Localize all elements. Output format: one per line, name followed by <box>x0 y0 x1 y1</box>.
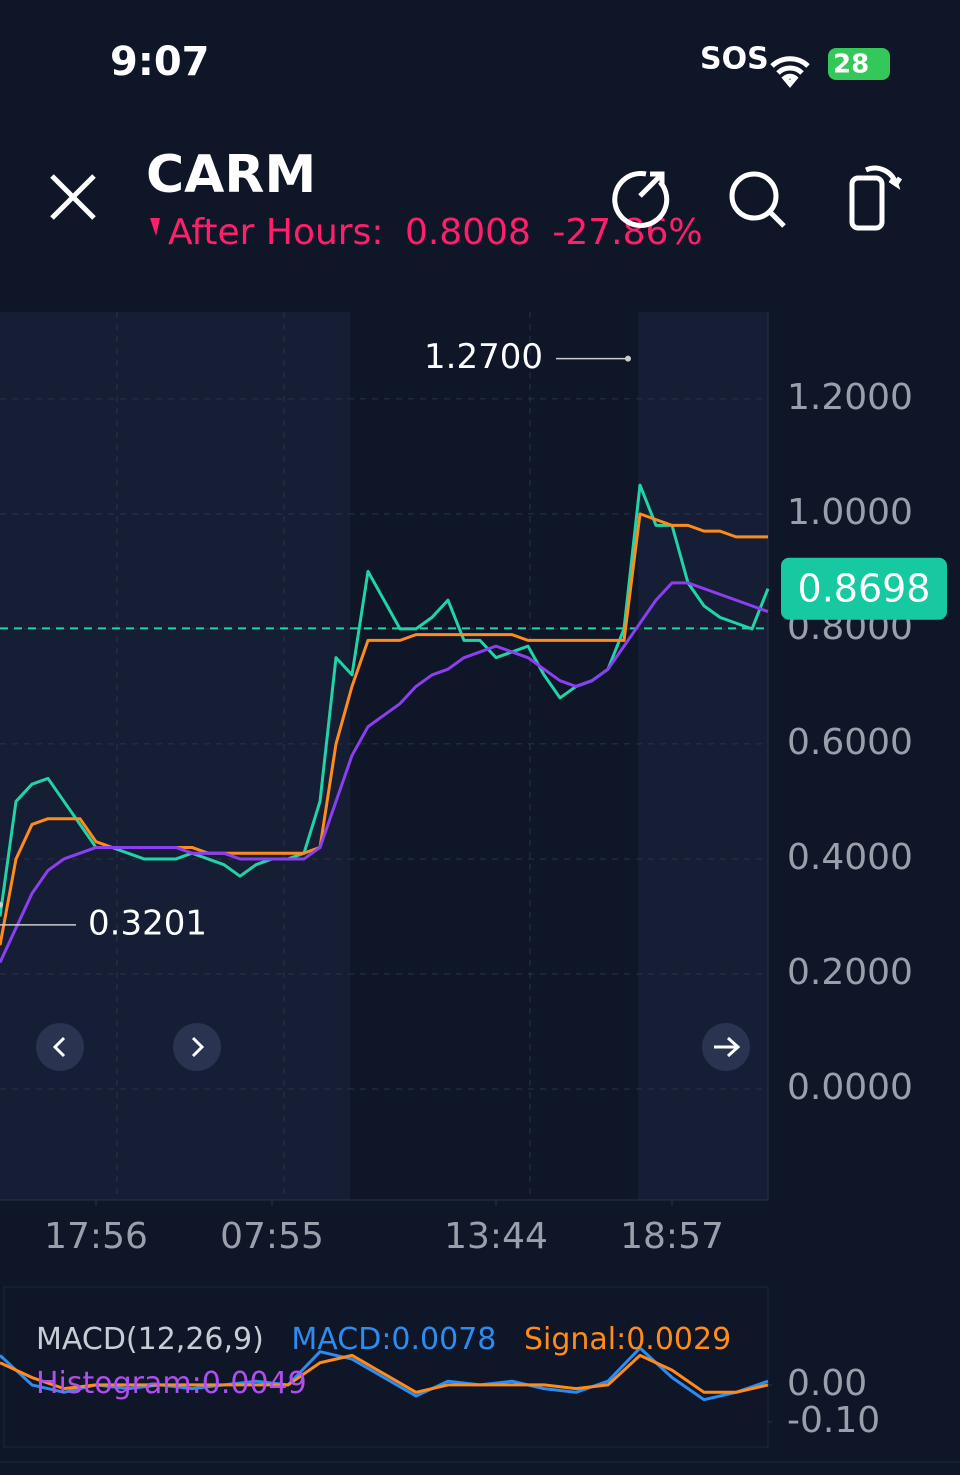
series-line <box>0 1353 769 1394</box>
chevron-right <box>191 1036 205 1058</box>
y-tick-label: 1.2000 <box>787 377 913 418</box>
ah-price: 0.8008 <box>405 212 531 253</box>
post-market-band <box>638 312 768 1200</box>
wifi-icon <box>770 56 810 88</box>
x-tick-label: 07:55 <box>220 1216 324 1257</box>
signal-value: Signal:0.0029 <box>524 1322 731 1357</box>
last-price-label: 0.8698 <box>798 566 931 610</box>
series-line <box>0 581 769 964</box>
macd-value: MACD:0.0078 <box>291 1322 496 1357</box>
y-tick-label: 0.6000 <box>787 722 913 763</box>
series-line <box>0 483 770 917</box>
y-tick-label: 0.4000 <box>787 837 913 878</box>
annotation-label: 0.3201 <box>88 903 207 943</box>
scroll-right[interactable] <box>173 1023 221 1071</box>
x-tick-label: 18:57 <box>620 1216 724 1257</box>
close-button[interactable] <box>50 174 96 220</box>
ah-change: -27.86% <box>552 212 702 253</box>
series-line <box>0 1346 769 1402</box>
session-label: After Hours: <box>168 212 384 253</box>
search-button[interactable] <box>729 171 779 221</box>
nav-buttons <box>36 1023 750 1071</box>
nav-icons <box>52 1036 741 1058</box>
search-handle <box>768 210 786 228</box>
battery-level: 28 <box>833 50 869 80</box>
chevron-left <box>52 1036 66 1058</box>
y-tick-label: 0.0000 <box>787 1067 913 1108</box>
last-price-badge <box>781 557 947 620</box>
share-button[interactable] <box>612 170 670 228</box>
x-tick-label: 17:56 <box>44 1216 148 1257</box>
histogram-value: Histogram:0.0049 <box>36 1366 307 1401</box>
symbol: CARM <box>146 145 316 205</box>
annotation-label: 1.2700 <box>424 337 543 377</box>
rotate-arrow <box>864 165 903 190</box>
vertical-grid <box>116 312 531 1200</box>
status-time: 9:07 <box>110 39 210 85</box>
after-hours: After Hours: 0.8008 -27.86% <box>168 212 703 253</box>
down-arrow <box>150 218 160 236</box>
y-tick-label: 1.0000 <box>787 492 913 533</box>
y-tick-label: 0.2000 <box>787 952 913 993</box>
x-tick-label: 13:44 <box>444 1216 548 1257</box>
scroll-left[interactable] <box>36 1023 84 1071</box>
macd-panel <box>3 1286 769 1448</box>
macd-legend: MACD(12,26,9) MACD:0.0078 Signal:0.0029 … <box>36 1322 741 1401</box>
battery-icon <box>828 48 890 80</box>
y-tick-label: 0.00 <box>787 1363 867 1404</box>
y-tick-label: -0.10 <box>787 1400 880 1441</box>
macd-title: MACD(12,26,9) <box>36 1322 264 1357</box>
annotation-dot <box>0 901 3 908</box>
arrow-right <box>714 1036 741 1058</box>
rotate-button[interactable] <box>849 175 885 231</box>
carrier: SOS <box>700 42 769 77</box>
